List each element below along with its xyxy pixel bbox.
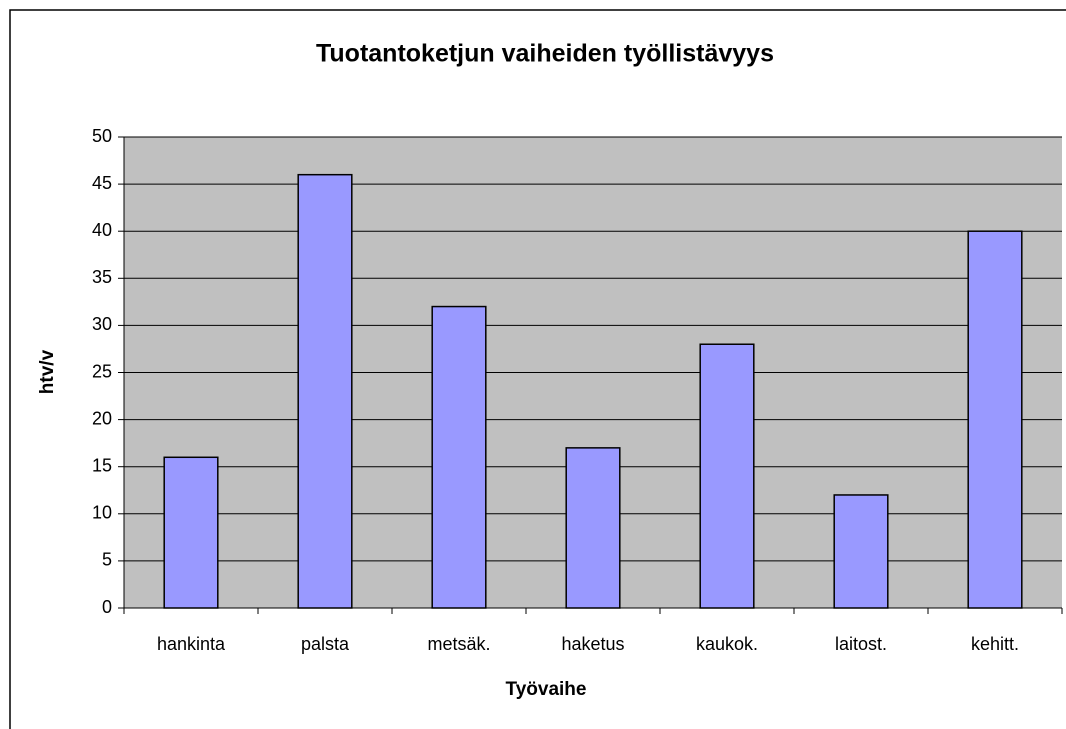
y-tick-label: 20 <box>92 408 112 428</box>
bar <box>431 305 487 609</box>
chart-title: Tuotantoketjun vaiheiden työllistävyys <box>316 40 774 68</box>
y-tick-label: 15 <box>92 455 112 475</box>
y-tick-label: 45 <box>92 173 112 193</box>
y-tick-label: 50 <box>92 126 112 146</box>
x-tick-label: metsäk. <box>427 634 490 654</box>
y-tick-label: 25 <box>92 361 112 381</box>
bar <box>163 456 219 609</box>
x-axis-title: Työvaihe <box>506 679 587 700</box>
x-tick-label: hankinta <box>157 634 226 654</box>
y-tick-label: 0 <box>102 597 112 617</box>
x-tick-label: palsta <box>301 634 350 654</box>
x-tick-label: haketus <box>561 634 624 654</box>
y-axis-title: htv/v <box>37 349 58 394</box>
x-tick-label: kehitt. <box>971 634 1019 654</box>
y-tick-label: 40 <box>92 220 112 240</box>
bar <box>565 447 621 609</box>
bar <box>699 343 755 609</box>
y-tick-label: 10 <box>92 503 112 523</box>
bar <box>967 230 1023 609</box>
y-tick-label: 30 <box>92 314 112 334</box>
y-tick-label: 5 <box>102 550 112 570</box>
bar <box>833 494 889 609</box>
y-tick-label: 35 <box>92 267 112 287</box>
x-tick-label: kaukok. <box>696 634 758 654</box>
bar <box>297 173 353 609</box>
x-tick-label: laitost. <box>835 634 887 654</box>
